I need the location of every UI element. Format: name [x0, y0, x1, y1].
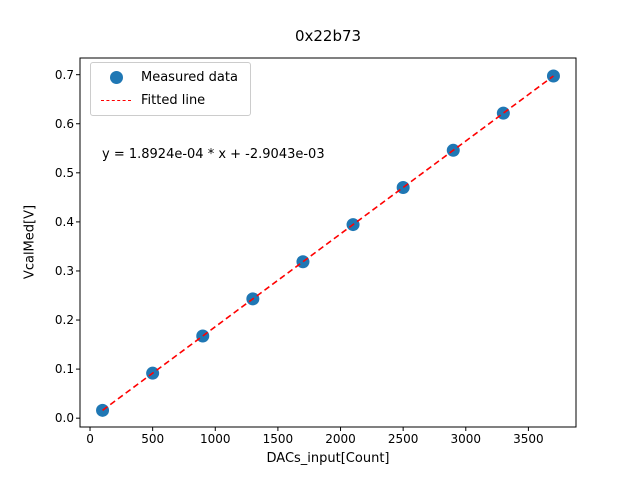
x-tick-label: 2500 — [387, 432, 419, 446]
legend-label: Measured data — [141, 70, 238, 85]
y-tick-label: 0.3 — [54, 263, 74, 278]
x-axis-label: DACs_input[Count] — [266, 451, 390, 466]
x-tick-label: 2000 — [325, 432, 356, 446]
legend: Measured data Fitted line — [90, 62, 251, 116]
fit-equation-annotation: y = 1.8924e-04 * x + -2.9043e-03 — [102, 147, 325, 162]
legend-label: Fitted line — [141, 93, 206, 108]
data-point — [396, 180, 410, 194]
data-point — [496, 106, 510, 120]
data-point — [546, 69, 560, 83]
y-tick-label: 0.2 — [54, 313, 74, 328]
x-tick-label: 500 — [141, 432, 165, 446]
y-tick-label: 0.6 — [54, 116, 74, 131]
data-point — [96, 403, 110, 417]
y-tick-label: 0.7 — [54, 67, 74, 82]
y-tick-label: 0.1 — [54, 362, 74, 377]
blue-dot-icon — [109, 71, 123, 84]
y-tick-label: 0.4 — [54, 214, 74, 229]
scatter-marker-icon — [101, 71, 131, 84]
y-tick-label: 0.5 — [54, 165, 74, 180]
chart-title: 0x22b73 — [294, 27, 362, 45]
x-tick-label: 1000 — [199, 432, 231, 446]
data-point — [196, 329, 210, 343]
data-point — [296, 255, 310, 269]
fitted-line — [102, 75, 554, 411]
legend-item-fitted-line: Fitted line — [101, 93, 238, 108]
dashed-line-icon — [101, 100, 131, 101]
legend-item-measured-data: Measured data — [101, 70, 238, 85]
y-tick-label: 0.0 — [54, 411, 74, 426]
x-tick-label: 1500 — [262, 432, 294, 446]
plot-frame — [79, 57, 577, 428]
x-tick-label: 3000 — [450, 432, 482, 446]
x-tick-label: 3500 — [513, 432, 544, 446]
x-tick-label: 0 — [86, 432, 94, 446]
y-axis-label: VcalMed[V] — [22, 204, 38, 280]
